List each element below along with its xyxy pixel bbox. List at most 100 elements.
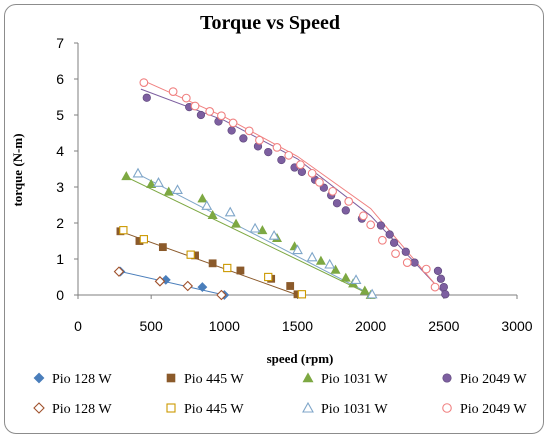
data-point <box>119 226 128 235</box>
data-point <box>284 150 294 160</box>
data-point <box>132 167 144 178</box>
data-point <box>113 266 125 277</box>
x-axis-label: speed (rpm) <box>267 351 334 366</box>
data-point <box>385 230 394 239</box>
data-point <box>433 266 443 276</box>
data-point <box>439 282 448 292</box>
data-point <box>139 78 149 87</box>
data-point <box>377 235 387 245</box>
data-point <box>197 193 208 203</box>
data-point <box>389 238 399 247</box>
data-point <box>239 134 248 143</box>
data-point <box>231 218 242 228</box>
data-point <box>376 221 386 230</box>
legend-label: Pio 1031 W <box>321 372 388 387</box>
legend-marker <box>33 402 45 414</box>
data-point <box>153 177 164 187</box>
data-point <box>264 147 273 157</box>
legend-label: Pio 2049 W <box>460 402 527 417</box>
plot-area: 0 1 2 3 4 5 6 7 0 500 1000 1500 2000 2500 3000 <box>56 35 533 334</box>
data-point <box>441 290 450 299</box>
data-point <box>201 200 213 210</box>
chart-title: Torque vs Speed <box>200 12 340 34</box>
series-7 <box>132 167 378 299</box>
data-point <box>197 282 208 293</box>
data-point <box>324 258 336 269</box>
data-point <box>366 220 376 230</box>
x-tick-label: 2000 <box>355 318 386 334</box>
legend-label: Pio 445 W <box>184 372 244 387</box>
data-point <box>292 244 303 255</box>
data-point <box>244 126 254 136</box>
data-point <box>402 258 412 267</box>
legend-label: Pio 128 W <box>52 372 112 387</box>
data-point <box>154 276 166 287</box>
data-point <box>430 282 440 292</box>
legend: Pio 128 W Pio 445 W Pio 1031 W Pio 2049 W Pi… <box>33 372 527 417</box>
data-point <box>332 199 342 208</box>
data-point <box>208 259 217 268</box>
data-point <box>181 93 191 103</box>
data-point <box>344 197 354 206</box>
x-tick-label: 3000 <box>501 318 532 334</box>
data-point <box>228 118 238 128</box>
y-tick-label: 1 <box>56 251 64 267</box>
x-tick-label: 0 <box>74 318 82 334</box>
y-axis-label: torque (N-m) <box>10 133 25 206</box>
legend-marker <box>302 401 314 413</box>
legend-label: Pio 128 W <box>52 402 112 417</box>
data-point <box>257 225 268 235</box>
legend-marker <box>33 372 45 384</box>
legend-marker <box>302 372 314 383</box>
data-point <box>255 135 264 145</box>
y-tick-label: 0 <box>56 287 64 303</box>
series-2 <box>116 227 302 299</box>
data-point <box>249 222 261 233</box>
data-point <box>297 290 307 299</box>
data-point <box>297 167 307 177</box>
x-tick-label: 1000 <box>209 318 240 334</box>
data-point <box>163 186 174 196</box>
y-tick-label: 2 <box>56 215 64 231</box>
y-tick-label: 4 <box>56 143 64 159</box>
legend-item-8: Pio 2049 W <box>442 402 527 417</box>
data-point <box>277 155 286 165</box>
series-5 <box>113 266 227 301</box>
data-point <box>168 87 178 96</box>
data-point <box>182 280 194 292</box>
data-point <box>217 111 226 121</box>
legend-item-3: Pio 1031 W <box>302 372 388 387</box>
legend-item-5: Pio 128 W <box>33 402 112 417</box>
data-point <box>158 243 167 252</box>
data-point <box>224 206 236 217</box>
legend-item-7: Pio 1031 W <box>302 401 388 417</box>
legend-label: Pio 2049 W <box>460 372 527 387</box>
data-point <box>205 107 215 116</box>
data-point <box>366 288 378 299</box>
legend-label: Pio 1031 W <box>321 402 388 417</box>
data-point <box>306 251 318 262</box>
data-point <box>142 93 151 102</box>
y-tick-label: 5 <box>56 107 64 123</box>
legend-item-1: Pio 128 W <box>33 372 112 387</box>
data-point <box>328 186 337 196</box>
legend-marker <box>166 373 176 383</box>
data-point <box>340 272 351 282</box>
data-point <box>146 179 157 189</box>
data-point <box>227 126 236 135</box>
data-point <box>296 160 305 170</box>
data-point <box>223 263 232 273</box>
x-tick-label: 1500 <box>282 318 313 334</box>
chart-frame <box>4 4 544 434</box>
data-point <box>268 229 280 240</box>
series-4 <box>142 93 450 299</box>
trend-line-series-2 <box>118 230 298 296</box>
data-point <box>186 250 195 259</box>
data-point <box>359 285 370 295</box>
y-tick-label: 6 <box>56 71 64 87</box>
data-point <box>330 264 341 274</box>
data-point <box>315 177 324 187</box>
data-point <box>421 264 431 274</box>
trend-line-series-1 <box>117 270 225 296</box>
